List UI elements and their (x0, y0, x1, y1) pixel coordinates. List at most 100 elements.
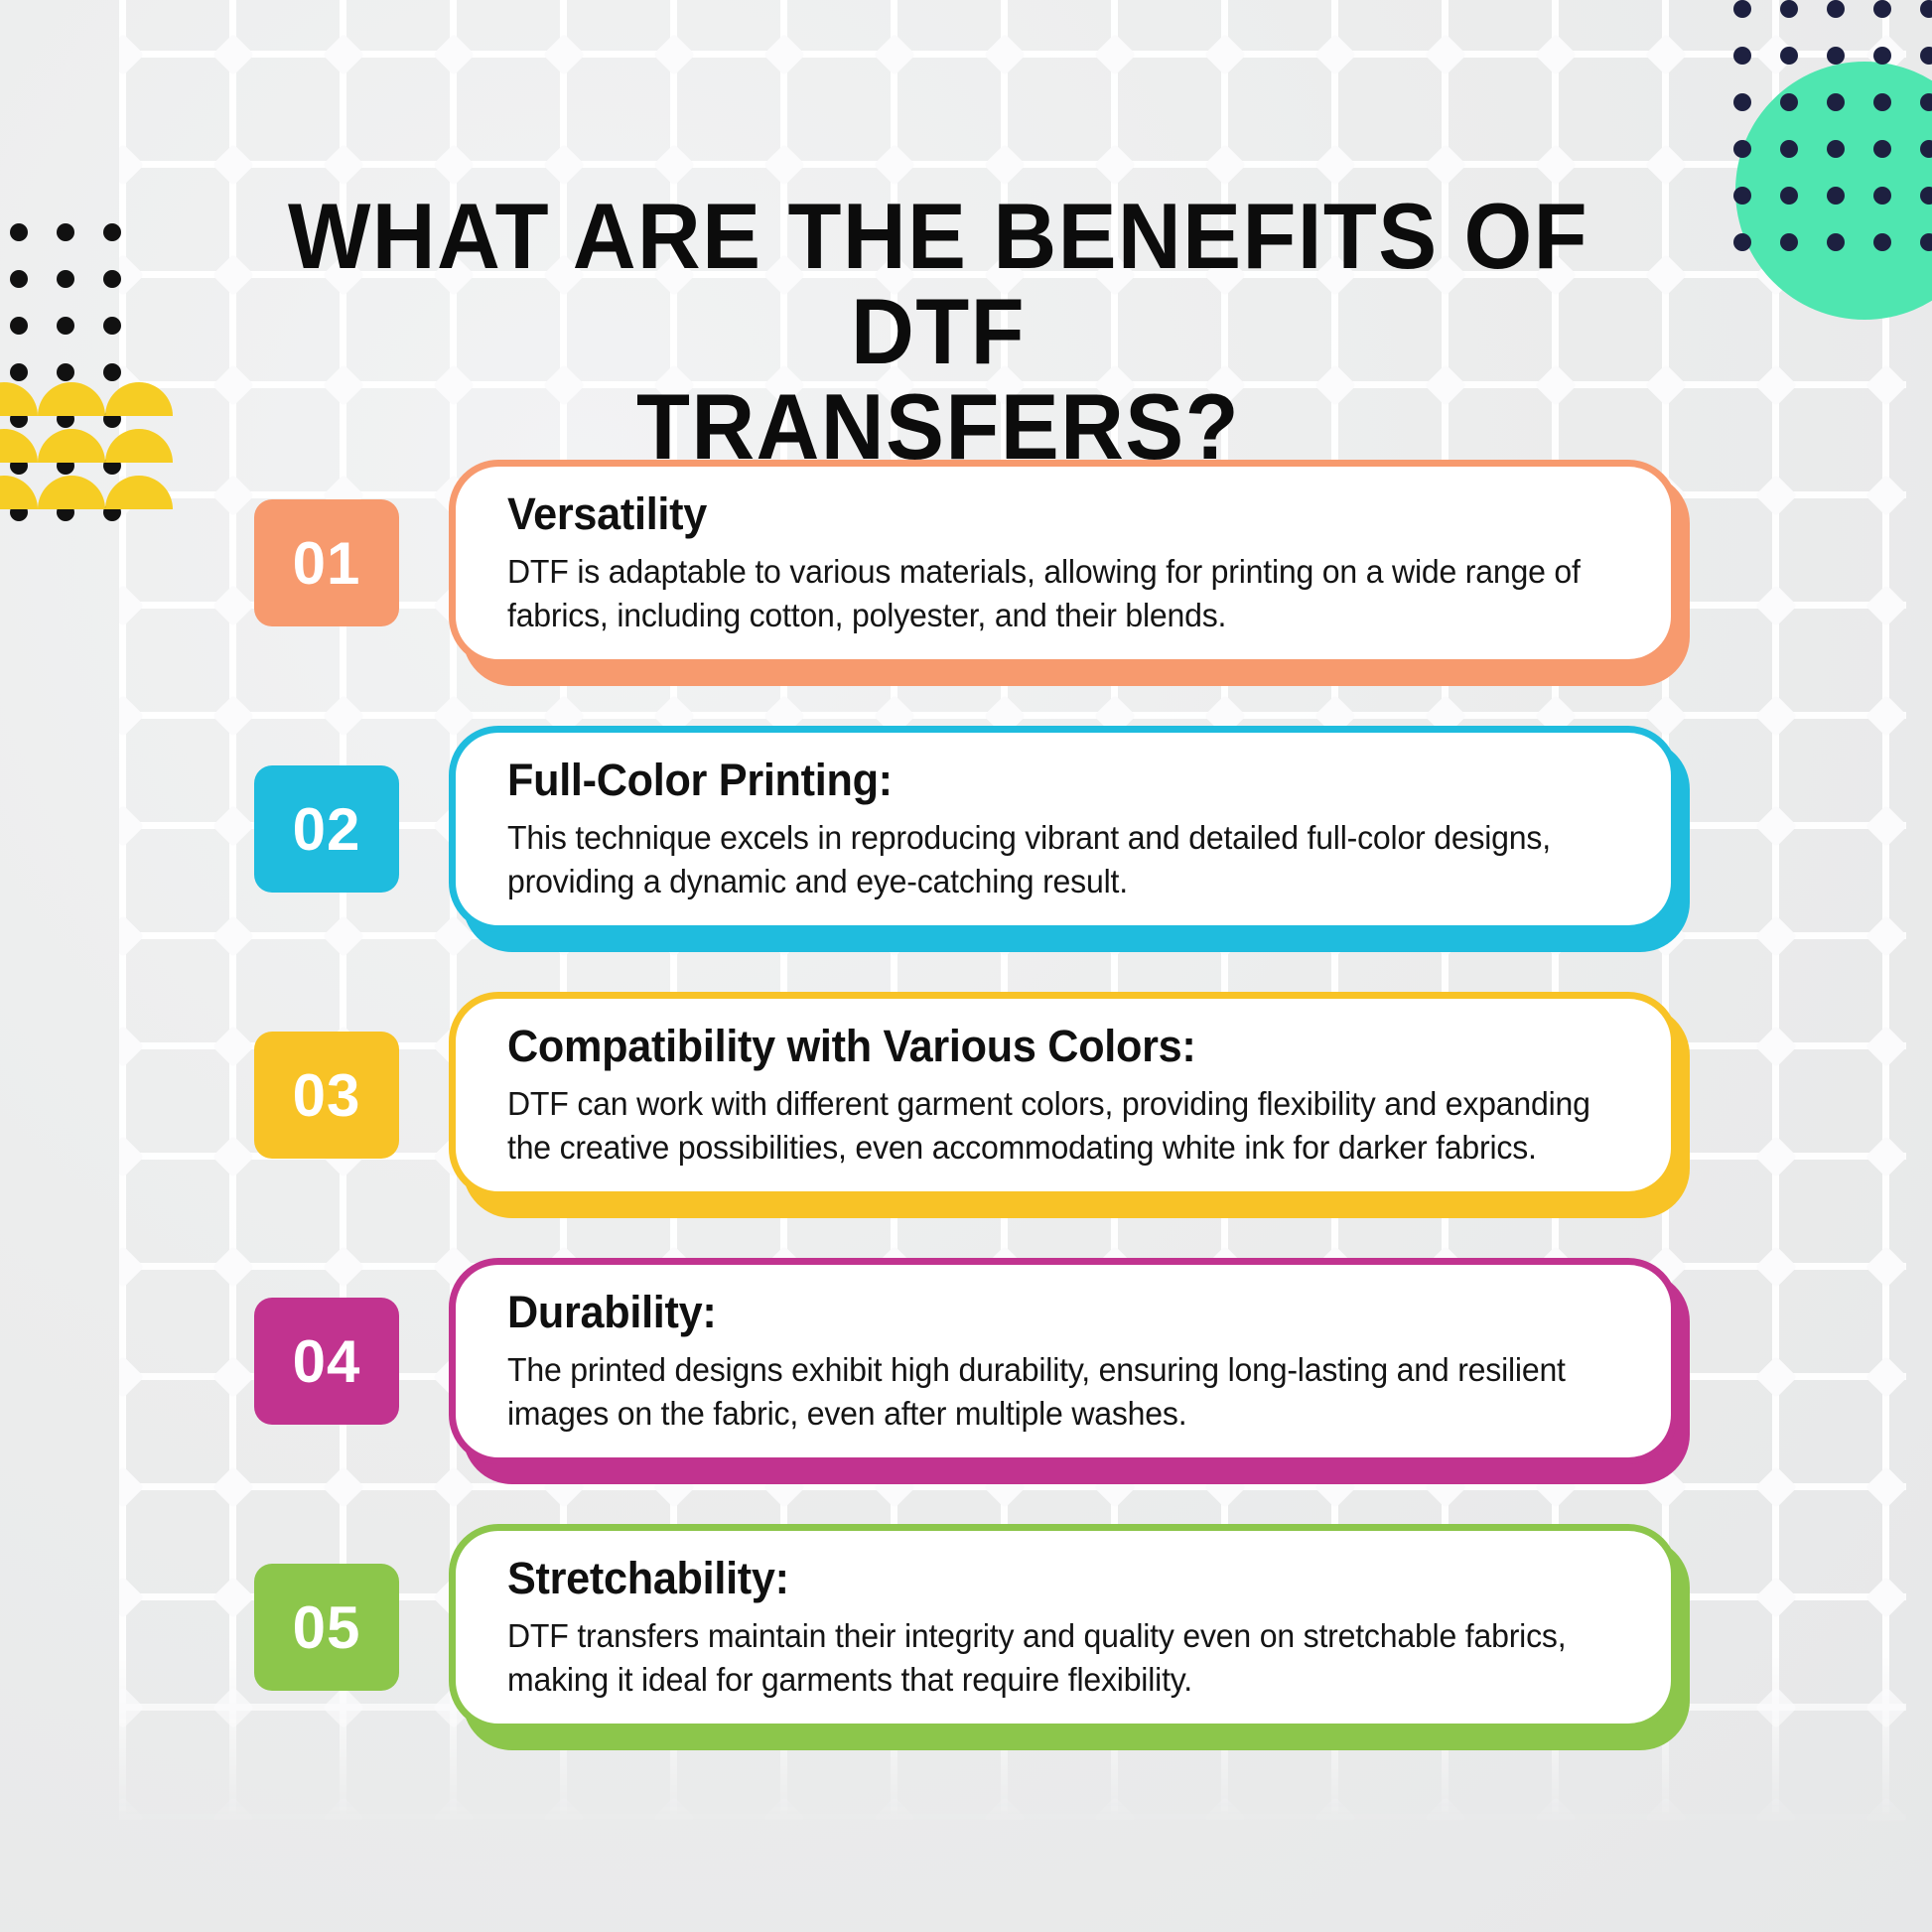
decorative-dot (1920, 140, 1932, 158)
decorative-dot (1780, 0, 1798, 18)
decorative-dot (1920, 0, 1932, 18)
grid-diamond (873, 143, 915, 186)
halfmoon-shape (0, 382, 38, 416)
decorative-dot (1873, 140, 1891, 158)
decorative-dot (103, 270, 121, 288)
grid-diamond (542, 33, 585, 75)
decorative-dot (1827, 233, 1845, 251)
decorative-dot (1827, 187, 1845, 205)
grid-diamond (101, 33, 144, 75)
grid-diamond (322, 33, 364, 75)
decorative-dot (1920, 47, 1932, 65)
decorative-dot (1920, 93, 1932, 111)
decorative-dot (10, 317, 28, 335)
decorative-dot (1920, 233, 1932, 251)
decorative-dot (1873, 0, 1891, 18)
benefit-description: DTF can work with different garment colo… (507, 1085, 1590, 1166)
grid-diamond (1534, 1796, 1577, 1839)
grid-diamond (762, 1796, 805, 1839)
decorative-dot (1780, 187, 1798, 205)
grid-diamond (1644, 253, 1687, 296)
grid-diamond (1754, 363, 1797, 406)
grid-diamond (211, 253, 254, 296)
decorative-dot (1827, 0, 1845, 18)
grid-diamond (1754, 1796, 1797, 1839)
grid-diamond (1644, 33, 1687, 75)
decorative-dot (1780, 140, 1798, 158)
grid-diamond (983, 143, 1026, 186)
decorative-dot (1873, 187, 1891, 205)
grid-diamond (1313, 1796, 1356, 1839)
decorative-dot (10, 410, 28, 428)
grid-diamond (1203, 33, 1246, 75)
grid-diamond (542, 143, 585, 186)
grid-diamond (1644, 143, 1687, 186)
decorative-dot (1733, 93, 1751, 111)
grid-diamond (1864, 363, 1907, 406)
grid-diamond (542, 1796, 585, 1839)
grid-diamond (211, 1796, 254, 1839)
decorative-dot (103, 317, 121, 335)
decorative-dot (57, 270, 74, 288)
grid-diamond (1754, 33, 1797, 75)
teal-circle-decoration (1735, 62, 1932, 320)
decorative-dot (1873, 47, 1891, 65)
grid-diamond (432, 33, 475, 75)
benefit-description: This technique excels in reproducing vib… (507, 819, 1551, 899)
grid-diamond (983, 33, 1026, 75)
grid-diamond (652, 143, 695, 186)
grid-diamond (1754, 143, 1797, 186)
grid-diamond (1424, 143, 1466, 186)
decorative-dot (1780, 233, 1798, 251)
decorative-dot (103, 410, 121, 428)
decorative-dot (1873, 233, 1891, 251)
grid-diamond (1203, 143, 1246, 186)
decorative-dot (57, 410, 74, 428)
benefit-card-body: Full-Color Printing: This technique excel… (449, 726, 1678, 932)
benefit-title: Full-Color Printing: (507, 755, 893, 805)
grid-diamond (1093, 1796, 1136, 1839)
grid-diamond (1093, 143, 1136, 186)
benefit-number-badge: 03 (254, 1032, 399, 1159)
benefit-card-04[interactable]: Durability: The printed designs exhibit h… (0, 1250, 1932, 1516)
benefit-card-body: Durability: The printed designs exhibit h… (449, 1258, 1678, 1464)
page-title-line-2: TRANSFERS? (635, 373, 1241, 479)
grid-diamond (1093, 33, 1136, 75)
decorative-dot (103, 223, 121, 241)
grid-diamond (1864, 33, 1907, 75)
grid-diamond (1534, 33, 1577, 75)
benefits-list: Versatility DTF is adaptable to various m… (0, 452, 1932, 1782)
grid-diamond (762, 143, 805, 186)
decorative-dot (10, 363, 28, 381)
benefit-card-02[interactable]: Full-Color Printing: This technique excel… (0, 718, 1932, 984)
grid-diamond (1313, 33, 1356, 75)
decorative-dot (1920, 187, 1932, 205)
decorative-dot (1780, 93, 1798, 111)
page-title: WHAT ARE THE BENEFITS OF DTF TRANSFERS? (271, 189, 1605, 475)
benefit-title: Versatility (507, 488, 707, 539)
page-title-line-1: WHAT ARE THE BENEFITS OF DTF (287, 184, 1589, 383)
grid-diamond (873, 1796, 915, 1839)
decorative-dot (1733, 233, 1751, 251)
grid-diamond (1864, 253, 1907, 296)
grid-diamond (101, 363, 144, 406)
decorative-dot (1733, 187, 1751, 205)
decorative-dot (1873, 93, 1891, 111)
decorative-dot (57, 223, 74, 241)
benefit-description: The printed designs exhibit high durabil… (507, 1351, 1566, 1432)
grid-diamond (762, 33, 805, 75)
benefit-card-01[interactable]: Versatility DTF is adaptable to various m… (0, 452, 1932, 718)
decorative-dot (1827, 140, 1845, 158)
dot-grid-left (10, 223, 129, 521)
grid-diamond (322, 1796, 364, 1839)
benefit-card-03[interactable]: Compatibility with Various Colors: DTF ca… (0, 984, 1932, 1250)
grid-diamond (1864, 143, 1907, 186)
grid-diamond (1313, 143, 1356, 186)
decorative-dot (57, 363, 74, 381)
benefit-number-badge: 04 (254, 1298, 399, 1425)
halfmoon-shape (38, 382, 105, 416)
benefit-card-body: Stretchability: DTF transfers maintain th… (449, 1524, 1678, 1730)
benefit-card-05[interactable]: Stretchability: DTF transfers maintain th… (0, 1516, 1932, 1782)
grid-diamond (652, 33, 695, 75)
grid-diamond (211, 143, 254, 186)
